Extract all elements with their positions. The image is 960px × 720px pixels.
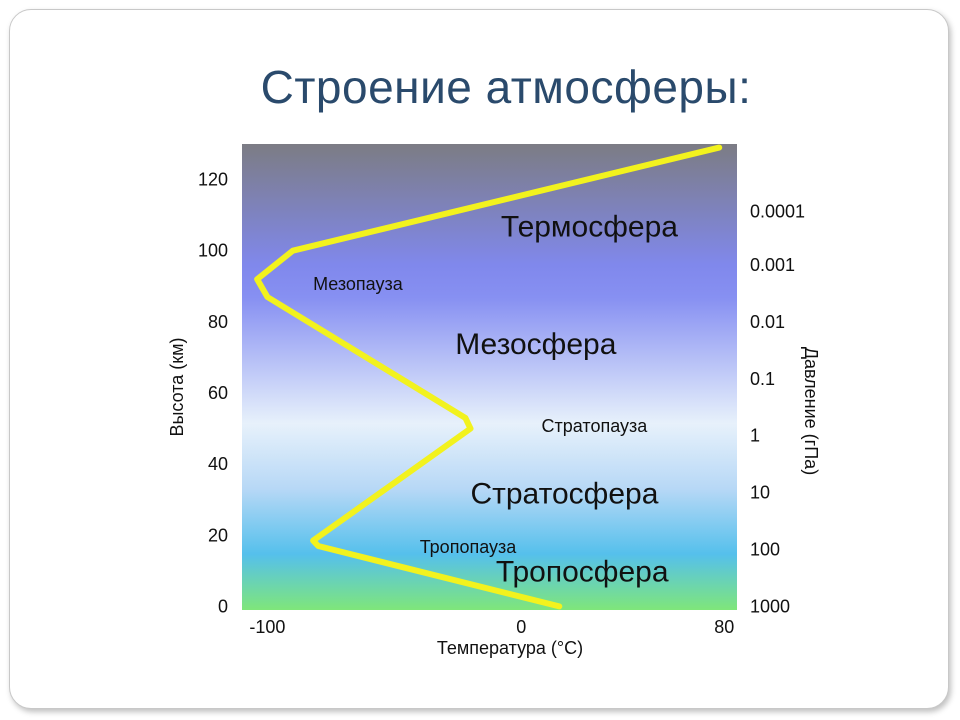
slide-title-text: Строение атмосферы: [260, 61, 752, 113]
pressure-tick-label: 1000 [750, 596, 790, 616]
slide-title: Строение атмосферы: [0, 60, 960, 114]
layer-label: Тропопауза [420, 537, 518, 557]
y-tick-label: 100 [198, 241, 228, 261]
pressure-tick-label: 10 [750, 483, 770, 503]
x-tick-label: -100 [249, 617, 285, 637]
pressure-tick-label: 0.01 [750, 312, 785, 332]
pressure-tick-label: 1 [750, 426, 760, 446]
layer-label: Тропосфера [496, 556, 669, 589]
layer-label: Мезосфера [455, 328, 617, 361]
temperature-axis-ticks: -100 0 80 [249, 617, 734, 637]
y2-axis-label: Давление (гПа) [801, 347, 821, 475]
y-tick-label: 80 [208, 312, 228, 332]
y-tick-label: 0 [218, 596, 228, 616]
layer-label: Стратосфера [470, 477, 658, 510]
temperature-series [254, 144, 723, 610]
y-tick-label: 40 [208, 454, 228, 474]
y-tick-label: 120 [198, 170, 228, 190]
pressure-tick-label: 0.001 [750, 255, 795, 275]
layer-label: Стратопауза [542, 416, 649, 436]
x-axis-label: Температура (°C) [437, 638, 583, 658]
x-tick-label: 80 [714, 617, 734, 637]
y-axis-label: Высота (км) [167, 337, 187, 436]
pressure-tick-label: 0.1 [750, 369, 775, 389]
pressure-tick-label: 0.0001 [750, 202, 805, 222]
layer-label: Мезопауза [313, 274, 404, 294]
altitude-axis-ticks: 0 20 40 60 80 100 120 [198, 170, 228, 617]
pressure-tick-label: 100 [750, 540, 780, 560]
layer-label: Термосфера [501, 210, 678, 243]
temperature-profile-line [254, 144, 723, 610]
x-tick-label: 0 [516, 617, 526, 637]
y-tick-label: 60 [208, 383, 228, 403]
pressure-axis-ticks: 1000 100 10 1 0.1 0.01 0.001 0.0001 [750, 202, 805, 617]
y-tick-label: 20 [208, 525, 228, 545]
